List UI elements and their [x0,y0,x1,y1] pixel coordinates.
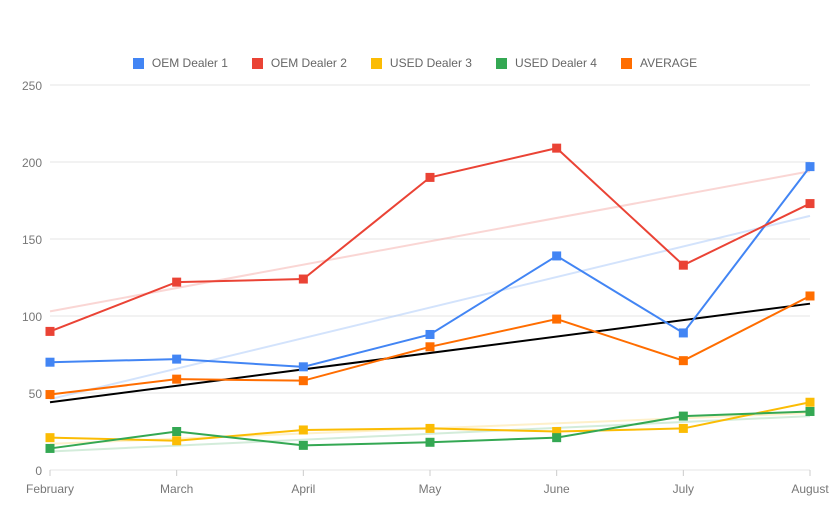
dealer-trend-chart: OEM Dealer 1 OEM Dealer 2 USED Dealer 3 … [0,0,830,513]
ytick-label-250: 250 [12,79,42,93]
chart-svg [0,0,830,513]
ytick-label-0: 0 [12,464,42,478]
ytick-label-50: 50 [12,387,42,401]
xtick-label-2: April [291,482,315,496]
xtick-label-3: May [419,482,442,496]
ytick-label-100: 100 [12,310,42,324]
xtick-label-6: August [791,482,828,496]
xtick-label-4: June [544,482,570,496]
xtick-label-0: February [26,482,74,496]
ytick-label-150: 150 [12,233,42,247]
xtick-label-5: July [673,482,694,496]
ytick-label-200: 200 [12,156,42,170]
xtick-label-1: March [160,482,193,496]
